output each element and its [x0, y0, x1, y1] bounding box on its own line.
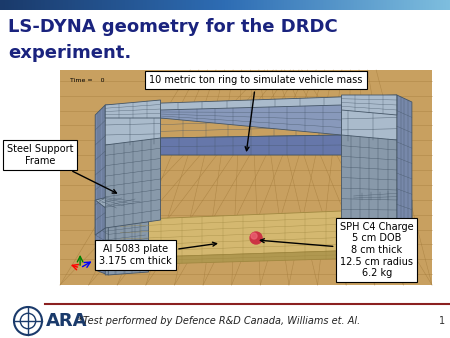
Text: Time =    0: Time = 0 [70, 78, 104, 83]
Text: 1: 1 [439, 316, 445, 326]
Polygon shape [354, 197, 397, 270]
Text: SPH C4 Charge
5 cm DOB
8 cm thick
12.5 cm radius
6.2 kg: SPH C4 Charge 5 cm DOB 8 cm thick 12.5 c… [261, 222, 414, 278]
Polygon shape [105, 138, 161, 228]
Polygon shape [397, 95, 412, 225]
FancyBboxPatch shape [0, 10, 450, 338]
Text: Al 5083 plate
3.175 cm thick: Al 5083 plate 3.175 cm thick [99, 242, 216, 266]
Polygon shape [95, 197, 148, 210]
Polygon shape [397, 197, 412, 268]
Polygon shape [161, 105, 342, 135]
Polygon shape [342, 135, 397, 220]
Circle shape [250, 232, 262, 244]
Text: experiment.: experiment. [8, 44, 131, 62]
Polygon shape [342, 95, 397, 115]
Polygon shape [161, 135, 342, 155]
Text: LS-DYNA geometry for the DRDC: LS-DYNA geometry for the DRDC [8, 18, 338, 36]
Polygon shape [95, 105, 105, 235]
Polygon shape [161, 110, 342, 138]
Text: 10 metric ton ring to simulate vehicle mass: 10 metric ton ring to simulate vehicle m… [149, 75, 363, 151]
Polygon shape [356, 195, 397, 268]
Polygon shape [60, 70, 432, 285]
Text: Steel Support
Frame: Steel Support Frame [7, 144, 117, 193]
Circle shape [251, 233, 257, 239]
Polygon shape [105, 200, 145, 275]
Polygon shape [95, 200, 108, 275]
Polygon shape [120, 250, 367, 265]
Polygon shape [354, 190, 397, 200]
Text: *Test performed by Defence R&D Canada, Williams et. Al.: *Test performed by Defence R&D Canada, W… [78, 316, 360, 326]
Polygon shape [105, 95, 397, 145]
Polygon shape [120, 210, 367, 258]
Polygon shape [105, 100, 161, 118]
Text: ARA: ARA [46, 312, 87, 330]
Polygon shape [108, 205, 148, 275]
